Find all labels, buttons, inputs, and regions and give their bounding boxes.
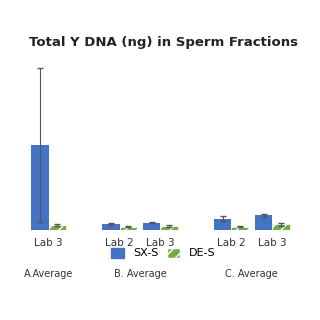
Text: B. Average: B. Average	[114, 269, 166, 279]
Text: A.Average: A.Average	[24, 269, 73, 279]
Bar	[160, 226, 178, 230]
Bar	[143, 223, 160, 230]
Bar	[120, 227, 137, 230]
Title: Total Y DNA (ng) in Sperm Fractions: Total Y DNA (ng) in Sperm Fractions	[29, 36, 298, 50]
Bar	[49, 225, 66, 230]
Bar	[272, 224, 290, 230]
Bar	[231, 227, 249, 230]
Text: C. Average: C. Average	[225, 269, 278, 279]
Bar	[31, 145, 49, 230]
Legend: SX-S, DE-S: SX-S, DE-S	[106, 243, 220, 263]
Bar	[255, 215, 272, 230]
Bar	[214, 219, 231, 230]
Bar	[102, 224, 120, 230]
